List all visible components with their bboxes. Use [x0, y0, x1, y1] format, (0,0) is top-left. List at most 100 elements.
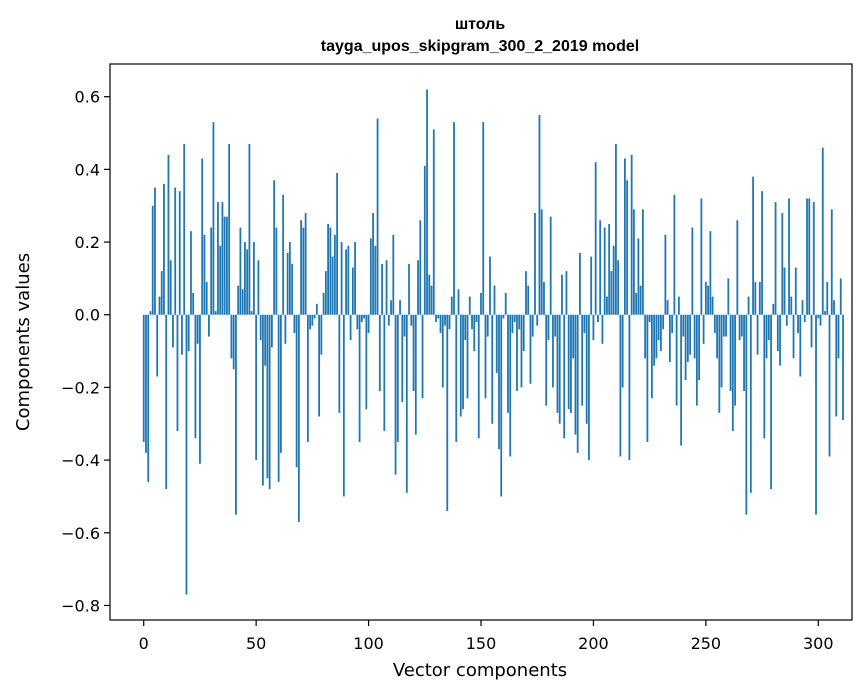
bar-245 — [693, 314, 696, 359]
bar-307 — [833, 300, 835, 315]
bar-177 — [540, 209, 543, 315]
bar-197 — [585, 314, 588, 424]
bar-1 — [145, 314, 147, 453]
bar-304 — [826, 282, 829, 315]
bar-110 — [390, 300, 392, 315]
bar-103 — [374, 245, 377, 315]
bar-99 — [365, 314, 368, 410]
bar-305 — [828, 314, 831, 457]
bar-128 — [430, 285, 433, 315]
bar-231 — [662, 314, 665, 330]
bar-293 — [801, 300, 804, 315]
bar-9 — [163, 183, 165, 315]
bar-297 — [810, 314, 813, 348]
bar-207 — [608, 223, 611, 315]
bar-250 — [704, 282, 707, 315]
bar-18 — [183, 143, 186, 315]
bar-67 — [293, 314, 296, 333]
bar-59 — [275, 227, 278, 315]
bar-223 — [644, 314, 647, 359]
bar-124 — [421, 314, 424, 399]
bar-259 — [725, 314, 727, 337]
bar-165 — [513, 314, 516, 323]
bar-257 — [720, 314, 723, 388]
x-axis: 0 50 100 150 200 250 300 — [139, 620, 834, 653]
bar-287 — [788, 198, 790, 315]
bar-267 — [743, 314, 745, 392]
y-tick-label: 0.6 — [75, 88, 100, 107]
bar-70 — [300, 220, 303, 315]
bar-220 — [637, 238, 640, 315]
bar-133 — [441, 314, 444, 388]
bar-93 — [351, 267, 354, 315]
bar-2 — [147, 314, 150, 482]
bar-306 — [830, 209, 833, 315]
bar-119 — [410, 314, 413, 326]
bar-25 — [199, 314, 201, 464]
bar-160 — [502, 314, 505, 319]
bar-154 — [489, 256, 491, 315]
bar-183 — [554, 314, 557, 337]
bar-82 — [327, 223, 329, 315]
bar-111 — [392, 234, 395, 315]
y-tick-label: −0.6 — [61, 524, 100, 543]
bar-190 — [570, 314, 572, 413]
bar-243 — [689, 314, 692, 355]
bar-155 — [491, 314, 494, 424]
bar-35 — [221, 202, 224, 315]
bar-202 — [597, 314, 599, 323]
y-axis-label: Components values — [13, 253, 34, 431]
bar-5 — [154, 187, 156, 315]
bar-88 — [340, 242, 343, 315]
bar-216 — [628, 314, 631, 461]
y-tick-label: −0.2 — [61, 378, 100, 397]
bar-184 — [556, 314, 559, 413]
bar-104 — [376, 118, 379, 315]
bar-140 — [457, 289, 460, 315]
bar-40 — [232, 314, 235, 370]
bar-63 — [284, 314, 287, 344]
bar-302 — [821, 147, 824, 315]
bar-77 — [315, 303, 318, 315]
bar-251 — [707, 285, 709, 315]
bar-61 — [279, 314, 282, 453]
x-tick-label: 150 — [466, 634, 497, 653]
bar-200 — [592, 314, 595, 341]
bar-264 — [736, 220, 739, 315]
bar-31 — [212, 122, 215, 315]
bar-127 — [428, 274, 431, 315]
bar-282 — [776, 314, 779, 352]
bar-244 — [691, 227, 694, 315]
bar-107 — [383, 314, 386, 432]
chart-title: штоль — [455, 16, 506, 33]
bar-261 — [729, 314, 732, 392]
bar-193 — [576, 314, 579, 453]
bar-285 — [783, 267, 786, 315]
x-tick-label: 300 — [803, 634, 834, 653]
y-tick-label: 0.2 — [75, 233, 100, 252]
bar-156 — [493, 285, 496, 315]
x-tick-label: 0 — [139, 634, 149, 653]
chart-subtitle: tayga_upos_skipgram_300_2_2019 model — [321, 38, 639, 55]
bar-284 — [781, 212, 784, 315]
bar-6 — [156, 314, 159, 377]
bar-64 — [286, 252, 289, 315]
bar-109 — [387, 314, 390, 326]
bar-203 — [599, 220, 602, 315]
bar-300 — [817, 314, 820, 319]
bar-162 — [507, 314, 509, 413]
bar-43 — [239, 227, 242, 315]
bar-44 — [241, 289, 244, 315]
bar-301 — [819, 314, 822, 326]
bar-101 — [369, 238, 372, 315]
bar-309 — [837, 314, 840, 359]
bar-51 — [257, 260, 260, 315]
bar-45 — [244, 242, 246, 315]
bar-113 — [396, 314, 399, 442]
bar-214 — [624, 158, 626, 315]
bar-33 — [217, 202, 219, 315]
bar-10 — [165, 314, 168, 490]
bar-129 — [432, 129, 435, 315]
bar-90 — [345, 249, 347, 315]
